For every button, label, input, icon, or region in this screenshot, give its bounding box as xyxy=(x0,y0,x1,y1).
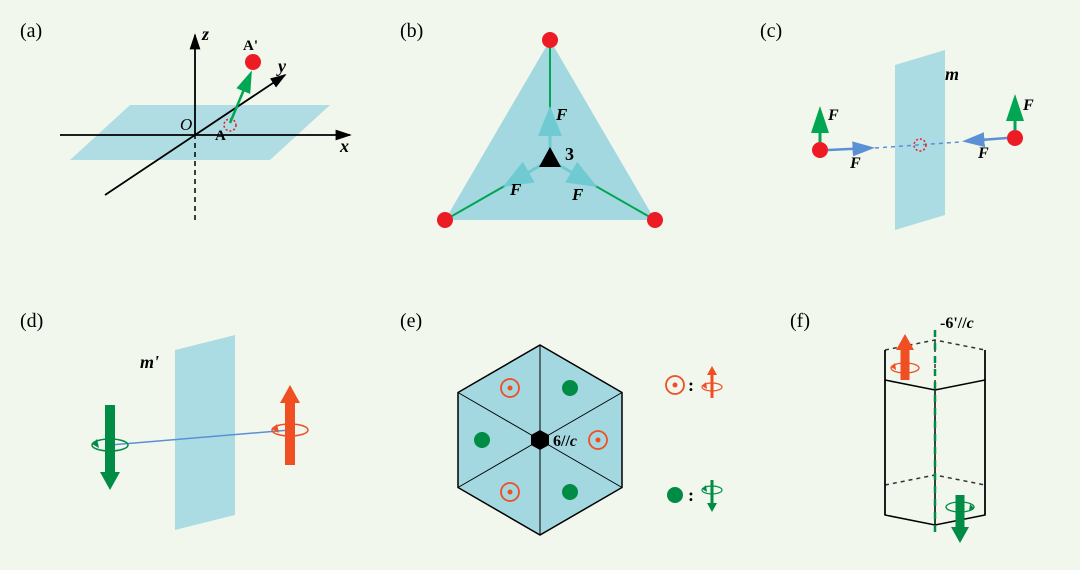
top-spin-up xyxy=(891,334,919,380)
z-axis-label: z xyxy=(201,24,209,44)
panel-a: (a) O A A' z y x xyxy=(20,20,360,270)
bottom-spin-down xyxy=(946,495,974,543)
panel-d-label: (d) xyxy=(20,310,43,333)
left-f-green-label: F xyxy=(827,107,839,124)
legend-colon-1: : xyxy=(688,375,694,395)
panel-e: (e) 6//c xyxy=(400,310,780,560)
right-point xyxy=(1007,130,1023,146)
vertex-br xyxy=(647,212,663,228)
panel-b-label: (b) xyxy=(400,20,423,43)
mirror-plane-d xyxy=(175,335,235,530)
right-spin-up xyxy=(272,385,308,465)
panel-c-svg: m F F F F xyxy=(760,20,1060,270)
vertex-top xyxy=(542,32,558,48)
mprime-label: m' xyxy=(140,352,159,372)
f-label-bl: F xyxy=(509,180,522,199)
panel-b: (b) 3 F F F xyxy=(400,20,700,270)
f-label-top: F xyxy=(555,105,568,124)
panel-c-label: (c) xyxy=(760,20,782,43)
panel-d-svg: m' xyxy=(20,310,360,560)
right-blue-f xyxy=(967,138,1007,141)
legend-circle-dot xyxy=(666,376,684,394)
panel-d: (d) m' xyxy=(20,310,360,560)
origin-label: O xyxy=(180,115,192,134)
panel-f: (f) xyxy=(790,310,1070,560)
x-axis-label: x xyxy=(339,136,349,156)
panel-a-svg: O A A' z y x xyxy=(20,20,360,270)
panel-e-label: (e) xyxy=(400,310,422,333)
center-6c-label: 6//c xyxy=(553,433,577,450)
legend-down-spin-icon xyxy=(702,480,722,512)
right-f-green-label: F xyxy=(1022,97,1034,114)
left-f-blue-label: F xyxy=(849,155,861,172)
hexagon-group: 6//c xyxy=(458,345,622,535)
point-aprime-label: A' xyxy=(243,38,258,54)
y-axis-label: y xyxy=(276,56,287,76)
legend-colon-2: : xyxy=(688,485,694,505)
point-aprime xyxy=(245,54,261,70)
panel-e-svg: 6//c xyxy=(400,310,780,560)
left-spin-down xyxy=(92,405,128,490)
panel-f-svg: -6'//c xyxy=(790,310,1070,560)
legend-solid-dot xyxy=(667,487,683,503)
legend: : : xyxy=(666,366,722,512)
left-blue-f xyxy=(828,148,870,150)
panel-c: (c) m F F F F xyxy=(760,20,1060,270)
center-3-label: 3 xyxy=(565,144,574,164)
solid-dot-2 xyxy=(562,484,578,500)
right-f-blue-label: F xyxy=(977,145,989,162)
panel-a-label: (a) xyxy=(20,20,42,43)
panel-f-label: (f) xyxy=(790,310,810,333)
panel-b-svg: 3 F F F xyxy=(400,20,700,270)
f-label-br: F xyxy=(571,185,584,204)
point-a-label: A xyxy=(215,128,226,144)
vertex-bl xyxy=(437,212,453,228)
prism xyxy=(885,340,985,525)
legend-up-spin-icon xyxy=(702,366,722,398)
solid-dot-3 xyxy=(474,432,490,448)
mirror-plane xyxy=(895,50,945,230)
left-point xyxy=(812,142,828,158)
m-label: m xyxy=(945,64,959,84)
solid-dot-1 xyxy=(562,380,578,396)
axis-label-f: -6'//c xyxy=(940,315,974,332)
